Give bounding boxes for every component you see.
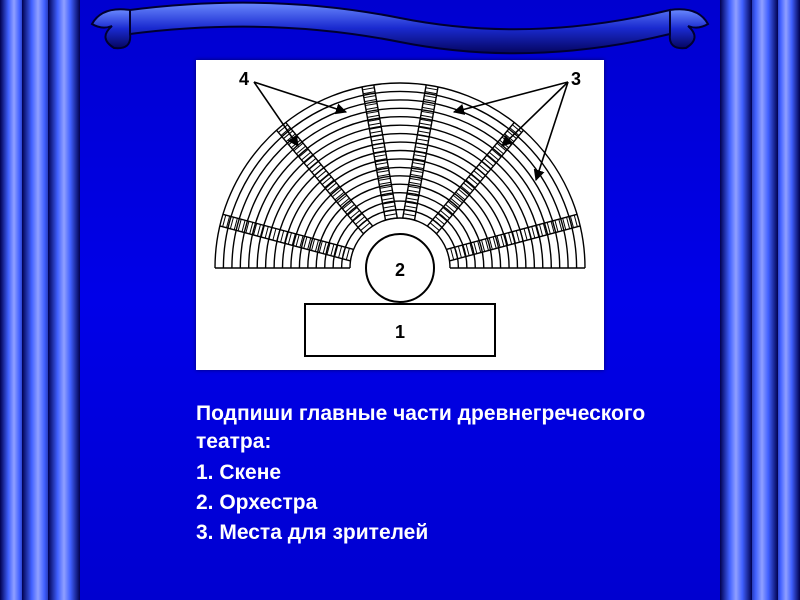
- svg-text:2: 2: [395, 260, 405, 280]
- caption-block: Подпиши главные части древнегреческого т…: [196, 400, 676, 550]
- curtain-right: [720, 0, 800, 600]
- svg-text:1: 1: [395, 322, 405, 342]
- theatre-diagram: 1 2 3 4: [196, 60, 604, 370]
- curtain-left: [0, 0, 80, 600]
- caption-item-1: 1. Скене: [196, 459, 676, 487]
- caption-title: Подпиши главные части древнегреческого т…: [196, 400, 676, 457]
- scroll-banner: [70, 0, 730, 60]
- svg-text:4: 4: [239, 69, 249, 89]
- caption-item-2: 2. Орхестра: [196, 489, 676, 517]
- caption-item-3: 3. Места для зрителей: [196, 519, 676, 547]
- svg-text:3: 3: [571, 69, 581, 89]
